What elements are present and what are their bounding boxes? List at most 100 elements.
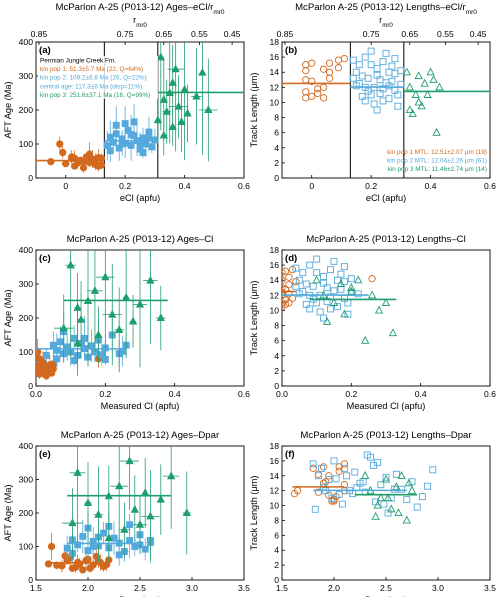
top-tick-label: 0.75 [363, 29, 380, 39]
data-point-kin-pop-1 [282, 303, 286, 311]
data-point-kin-pop-3 [392, 482, 401, 490]
data-point-kin-pop-3 [387, 504, 396, 513]
data-point-kin-pop-3 [367, 290, 377, 299]
panel-title: McParlon A-25 (P013-12) Ages–eCl/rmr0 [55, 2, 224, 16]
data-point-kin-pop-2 [89, 543, 97, 550]
data-point-kin-pop-3 [204, 105, 213, 114]
data-point-kin-pop-2 [70, 334, 78, 342]
data-point-kin-pop-2 [81, 334, 88, 342]
x-tick-label: 1.5 [276, 583, 288, 593]
data-point-kin-pop-1 [325, 472, 333, 480]
y-tick-label: 2 [274, 366, 279, 376]
data-point-kin-pop-3 [435, 82, 444, 91]
data-point-kin-pop-2 [309, 460, 317, 468]
y-tick-label: 10 [269, 305, 279, 315]
data-point-kin-pop-3 [135, 299, 145, 308]
data-point-kin-pop-2 [100, 529, 108, 537]
plot-frame [281, 249, 491, 387]
data-point-kin-pop-3 [141, 488, 150, 496]
data-point-kin-pop-2 [309, 282, 317, 290]
x-axis-label: eCl (apfu) [120, 193, 160, 203]
data-point-kin-pop-1 [319, 94, 328, 102]
data-point-kin-pop-1 [302, 76, 310, 84]
x-tick-label: 0.2 [365, 181, 377, 191]
data-point-kin-pop-2 [344, 299, 352, 307]
data-point-kin-pop-3 [376, 493, 385, 502]
data-point-kin-pop-2 [352, 82, 360, 90]
data-point-kin-pop-1 [308, 92, 316, 101]
data-point-kin-pop-2 [118, 140, 126, 148]
data-point-kin-pop-3 [171, 64, 180, 73]
data-point-kin-pop-2 [349, 74, 357, 82]
data-point-kin-pop-2 [302, 280, 310, 288]
x-axis-label: Measured Cl (apfu) [101, 401, 180, 411]
data-point-kin-pop-2 [295, 276, 303, 284]
top-tick-label: 0.85 [31, 29, 48, 39]
data-point-kin-pop-1 [59, 148, 67, 157]
y-tick-label: 0 [274, 381, 279, 391]
data-point-kin-pop-1 [319, 463, 328, 471]
data-point-kin-pop-3 [426, 67, 435, 76]
x-axis-label: Dpar (μm) [119, 595, 161, 597]
data-point-kin-pop-3 [156, 313, 165, 322]
data-point-kin-pop-3 [167, 471, 176, 480]
data-point-kin-pop-3 [374, 305, 384, 314]
panel-title: McParlon A-25 (P013-12) Ages–Dpar [61, 430, 220, 441]
data-point-kin-pop-2 [403, 496, 411, 504]
y-tick-label: 6 [274, 530, 279, 540]
data-point-kin-pop-3 [354, 275, 363, 284]
data-point-kin-pop-3 [120, 524, 129, 533]
data-point-kin-pop-2 [337, 270, 345, 278]
data-point-kin-pop-2 [429, 466, 437, 474]
x-tick-label: 3.0 [186, 583, 198, 593]
data-point-kin-pop-3 [322, 317, 332, 325]
data-point-kin-pop-1 [302, 88, 310, 96]
plot-area [44, 446, 191, 574]
y-tick-label: 12 [269, 290, 279, 300]
data-point-kin-pop-2 [126, 521, 134, 529]
data-point-kin-pop-2 [306, 305, 314, 313]
panel-d: McParlon A-25 (P013-12) Lengths–Cl 0.0 0.2… [249, 234, 496, 411]
x-tick-label: 0.2 [345, 389, 357, 399]
data-point-kin-pop-3 [347, 286, 356, 295]
data-point-kin-pop-2 [63, 544, 71, 552]
data-point-kin-pop-1 [368, 275, 376, 283]
top-tick-label: 0.65 [155, 29, 172, 39]
data-point-kin-pop-3 [168, 78, 177, 86]
data-point-kin-pop-1 [56, 140, 64, 148]
data-point-kin-pop-1 [282, 288, 286, 296]
data-point-kin-pop-2 [88, 342, 95, 350]
data-point-kin-pop-3 [381, 474, 391, 483]
data-point-kin-pop-2 [394, 102, 402, 110]
data-point-kin-pop-1 [282, 276, 286, 284]
x-tick-label: 3.0 [432, 583, 444, 593]
x-tick-label: 0.0 [30, 389, 42, 399]
data-point-kin-pop-3 [373, 500, 382, 509]
data-point-kin-pop-3 [182, 508, 191, 517]
data-point-kin-pop-1 [282, 284, 286, 292]
data-point-kin-pop-2 [361, 97, 369, 105]
x-tick-label: 1.5 [30, 583, 42, 593]
data-point-kin-pop-2 [295, 290, 303, 298]
data-point-kin-pop-2 [340, 263, 348, 271]
data-point-kin-pop-2 [334, 303, 341, 311]
data-point-kin-pop-3 [429, 75, 438, 83]
data-point-kin-pop-3 [180, 84, 189, 93]
data-point-kin-pop-2 [112, 121, 120, 129]
data-point-kin-pop-1 [62, 160, 70, 168]
data-point-kin-pop-2 [332, 475, 340, 483]
data-point-kin-pop-2 [379, 58, 387, 66]
y-tick-label: 400 [19, 245, 34, 255]
data-point-kin-pop-1 [319, 83, 328, 91]
panel-label: (f) [285, 449, 295, 460]
data-point-kin-pop-1 [47, 542, 56, 551]
data-point-kin-pop-1 [44, 560, 53, 568]
data-point-kin-pop-1 [325, 74, 334, 82]
data-point-kin-pop-3 [76, 314, 86, 323]
x-tick-label: 3.5 [238, 583, 250, 593]
x-tick-label: 2.0 [82, 583, 94, 593]
data-point-kin-pop-2 [318, 464, 325, 472]
data-point-kin-pop-2 [151, 136, 159, 144]
data-point-kin-pop-2 [115, 551, 123, 559]
data-point-kin-pop-2 [373, 71, 381, 79]
